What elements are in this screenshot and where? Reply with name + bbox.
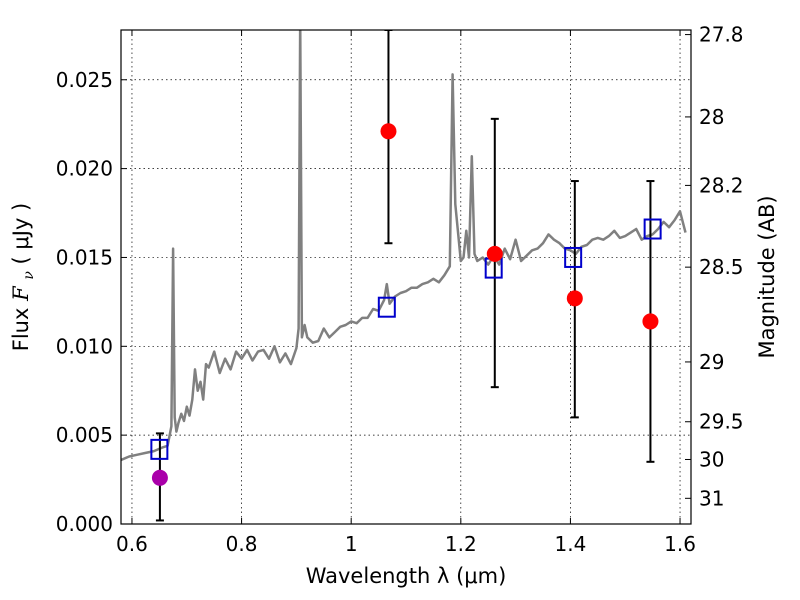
observed-point-marker — [151, 469, 168, 486]
x-tick-label: 0.6 — [116, 532, 148, 556]
plot-area — [121, 30, 687, 522]
x-tick-label: 1.4 — [555, 532, 587, 556]
mag-tick-label: 31 — [699, 486, 724, 510]
model-square-marker — [150, 438, 169, 460]
x-tick-label: 1.6 — [664, 532, 696, 556]
y-axis-title-symbol: F — [9, 285, 33, 302]
spectrum-line — [121, 30, 687, 462]
y-tick-label: 0.010 — [56, 334, 113, 358]
y-tick-label: 0.015 — [56, 245, 113, 269]
axis-ticks: 0.6 0.8 1 1.2 1.4 1.6 0.000 0.005 0.010 0.015 0.02… — [56, 23, 744, 556]
y-tick-label: 0.025 — [56, 68, 113, 92]
y-axis-title: Flux F ν ( μJy ) — [9, 203, 38, 352]
x-tick-label: 1 — [345, 532, 358, 556]
observed-point-marker — [566, 290, 583, 307]
mag-tick-label: 28.5 — [699, 255, 744, 279]
y-axis-title-unit: ( μJy ) — [9, 203, 33, 265]
mag-tick-label: 27.8 — [699, 23, 744, 47]
observed-point-marker — [380, 123, 397, 140]
y-axis-title-prefix: Flux — [9, 301, 33, 351]
y-tick-label: 0.005 — [56, 423, 113, 447]
mag-tick-label: 30 — [699, 447, 724, 471]
model-square-marker — [643, 218, 662, 240]
data-series — [121, 30, 687, 522]
y-tick-label: 0.000 — [56, 512, 113, 536]
x-tick-label: 0.8 — [226, 532, 258, 556]
grid-lines — [121, 30, 691, 525]
x-axis-title: Wavelength λ (μm) — [306, 564, 507, 588]
y-axis-title-subscript: ν — [21, 271, 37, 280]
model-square-marker — [377, 296, 396, 318]
plot-frame — [120, 29, 692, 525]
mag-tick-label: 28.2 — [699, 173, 744, 197]
mag-tick-label: 29.5 — [699, 410, 744, 434]
mag-tick-label: 29 — [699, 350, 724, 374]
mag-tick-label: 28 — [699, 105, 724, 129]
y-tick-label: 0.020 — [56, 157, 113, 181]
y2-axis-title: Magnitude (AB) — [755, 195, 779, 358]
observed-point-marker — [642, 313, 659, 330]
model-square-marker — [564, 246, 583, 268]
observed-point-marker — [486, 245, 503, 262]
x-tick-label: 1.2 — [445, 532, 477, 556]
